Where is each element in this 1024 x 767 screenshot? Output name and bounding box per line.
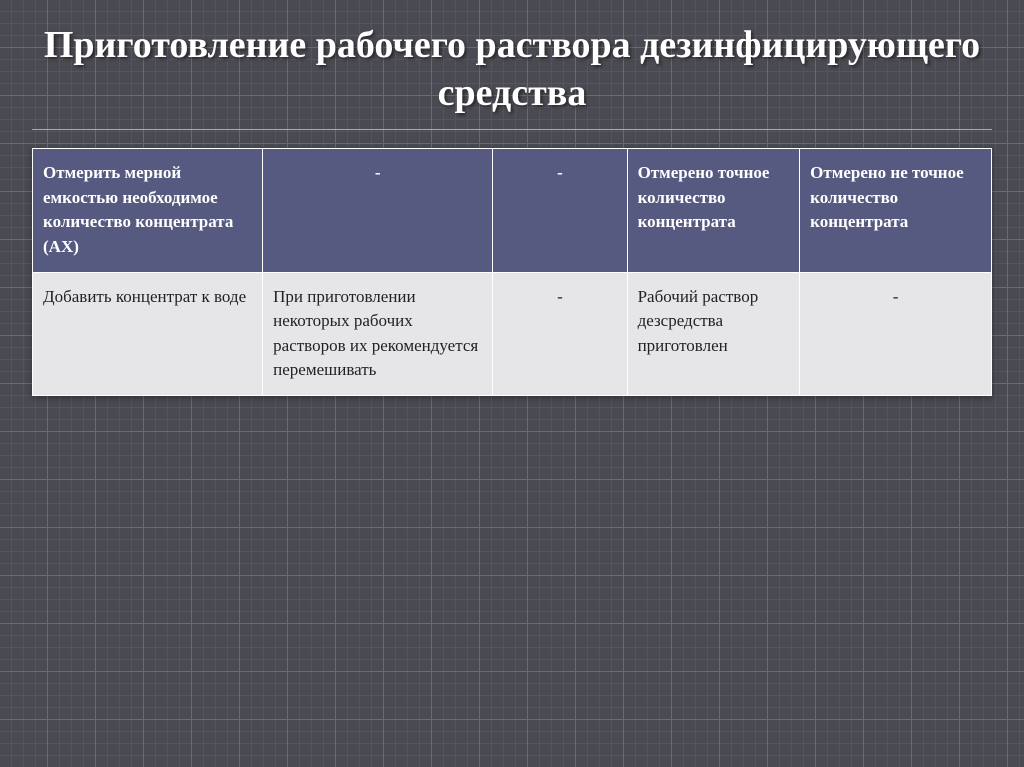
body-cell: - bbox=[800, 272, 992, 396]
body-cell: При приготовлении некоторых рабочих раст… bbox=[263, 272, 493, 396]
header-cell: Отмерено точное количество концентрата bbox=[627, 149, 800, 273]
title-underline bbox=[32, 129, 992, 130]
page-title: Приготовление рабочего раствора дезинфиц… bbox=[32, 16, 992, 127]
table-row: Отмерить мерной емкостью необходимое кол… bbox=[33, 149, 992, 273]
header-cell: - bbox=[263, 149, 493, 273]
slide: Приготовление рабочего раствора дезинфиц… bbox=[0, 0, 1024, 767]
header-cell: Отмерено не точное количество концентрат… bbox=[800, 149, 992, 273]
data-table: Отмерить мерной емкостью необходимое кол… bbox=[32, 148, 992, 396]
body-cell: Рабочий раствор дезсредства приготовлен bbox=[627, 272, 800, 396]
table-row: Добавить концентрат к воде При приготовл… bbox=[33, 272, 992, 396]
body-cell: Добавить концентрат к воде bbox=[33, 272, 263, 396]
header-cell: Отмерить мерной емкостью необходимое кол… bbox=[33, 149, 263, 273]
body-cell: - bbox=[493, 272, 627, 396]
header-cell: - bbox=[493, 149, 627, 273]
